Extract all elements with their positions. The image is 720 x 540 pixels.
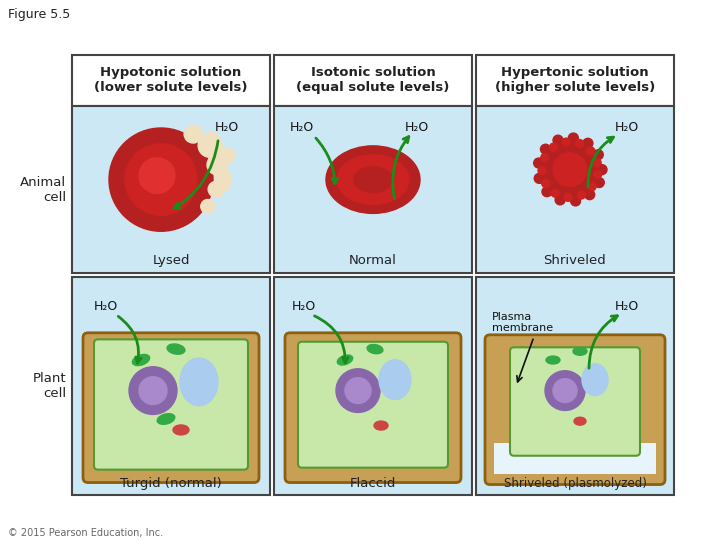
Circle shape	[568, 133, 578, 143]
Circle shape	[541, 180, 550, 187]
Circle shape	[577, 191, 585, 199]
Text: Lysed: Lysed	[152, 254, 190, 267]
Text: Normal: Normal	[349, 254, 397, 267]
Circle shape	[208, 181, 224, 197]
Circle shape	[207, 155, 227, 174]
Ellipse shape	[157, 414, 175, 424]
Circle shape	[336, 369, 380, 413]
Circle shape	[139, 377, 167, 404]
Ellipse shape	[379, 360, 411, 400]
Ellipse shape	[582, 364, 608, 396]
Bar	[274, 55, 472, 106]
Circle shape	[553, 379, 577, 402]
Text: H₂O: H₂O	[292, 300, 316, 313]
Circle shape	[593, 159, 601, 167]
Text: Shriveled: Shriveled	[544, 254, 606, 267]
Circle shape	[585, 190, 595, 200]
Circle shape	[345, 377, 371, 403]
Ellipse shape	[326, 146, 420, 213]
Text: Shriveled (plasmolyzed): Shriveled (plasmolyzed)	[503, 477, 647, 490]
Bar	[476, 106, 674, 273]
Circle shape	[109, 128, 213, 231]
Ellipse shape	[180, 358, 218, 406]
Circle shape	[125, 144, 197, 215]
Text: Plant
cell: Plant cell	[32, 372, 66, 400]
Bar	[72, 106, 270, 273]
Ellipse shape	[215, 168, 231, 192]
Circle shape	[564, 193, 572, 201]
Text: H₂O: H₂O	[405, 121, 428, 134]
Circle shape	[593, 150, 603, 160]
Circle shape	[562, 138, 570, 146]
Ellipse shape	[367, 345, 383, 354]
Circle shape	[541, 153, 549, 161]
Bar	[72, 55, 270, 106]
Circle shape	[552, 189, 559, 197]
Circle shape	[553, 153, 587, 186]
Text: H₂O: H₂O	[614, 300, 639, 313]
Bar	[274, 106, 472, 273]
Ellipse shape	[354, 167, 392, 193]
Circle shape	[553, 135, 563, 145]
Circle shape	[538, 167, 546, 174]
Text: © 2015 Pearson Education, Inc.: © 2015 Pearson Education, Inc.	[8, 528, 163, 538]
FancyBboxPatch shape	[510, 347, 640, 456]
Ellipse shape	[209, 148, 235, 166]
Text: Animal
cell: Animal cell	[20, 176, 66, 204]
Ellipse shape	[337, 155, 409, 205]
Text: Plasma
membrane: Plasma membrane	[492, 312, 553, 333]
Circle shape	[575, 139, 584, 147]
Circle shape	[583, 138, 593, 149]
FancyBboxPatch shape	[485, 335, 665, 484]
Ellipse shape	[574, 417, 586, 425]
Bar	[476, 277, 674, 496]
Ellipse shape	[200, 132, 217, 148]
Text: Turgid (normal): Turgid (normal)	[120, 477, 222, 490]
Text: Hypotonic solution
(lower solute levels): Hypotonic solution (lower solute levels)	[94, 66, 248, 94]
Circle shape	[597, 165, 607, 174]
Text: H₂O: H₂O	[215, 121, 238, 134]
Circle shape	[534, 173, 544, 184]
Circle shape	[588, 183, 596, 191]
Ellipse shape	[173, 425, 189, 435]
Bar	[274, 277, 472, 496]
Circle shape	[549, 143, 557, 151]
Ellipse shape	[167, 344, 185, 354]
Circle shape	[555, 195, 565, 205]
Text: H₂O: H₂O	[614, 121, 639, 134]
Circle shape	[545, 371, 585, 410]
Bar	[72, 277, 270, 496]
Circle shape	[570, 196, 580, 206]
Text: Hypertonic solution
(higher solute levels): Hypertonic solution (higher solute level…	[495, 66, 655, 94]
FancyBboxPatch shape	[298, 342, 448, 468]
Bar	[476, 55, 674, 106]
FancyBboxPatch shape	[94, 339, 248, 470]
Text: Isotonic solution
(equal solute levels): Isotonic solution (equal solute levels)	[297, 66, 450, 94]
FancyBboxPatch shape	[494, 443, 656, 474]
Circle shape	[542, 142, 598, 198]
Circle shape	[184, 125, 202, 143]
Ellipse shape	[374, 421, 388, 430]
Ellipse shape	[338, 355, 353, 365]
Ellipse shape	[573, 347, 587, 355]
Circle shape	[594, 178, 604, 187]
Text: H₂O: H₂O	[290, 121, 314, 134]
Circle shape	[541, 144, 551, 154]
FancyBboxPatch shape	[83, 333, 259, 483]
Circle shape	[201, 199, 215, 213]
Text: H₂O: H₂O	[94, 300, 118, 313]
Circle shape	[139, 158, 175, 193]
Circle shape	[593, 171, 602, 178]
Circle shape	[129, 367, 177, 414]
FancyBboxPatch shape	[285, 333, 461, 483]
Circle shape	[534, 158, 544, 168]
Circle shape	[587, 147, 595, 155]
Text: Flaccid: Flaccid	[350, 477, 396, 490]
Circle shape	[542, 187, 552, 197]
Ellipse shape	[546, 356, 560, 364]
Text: Figure 5.5: Figure 5.5	[8, 8, 71, 21]
Ellipse shape	[132, 354, 150, 366]
Circle shape	[198, 133, 222, 157]
